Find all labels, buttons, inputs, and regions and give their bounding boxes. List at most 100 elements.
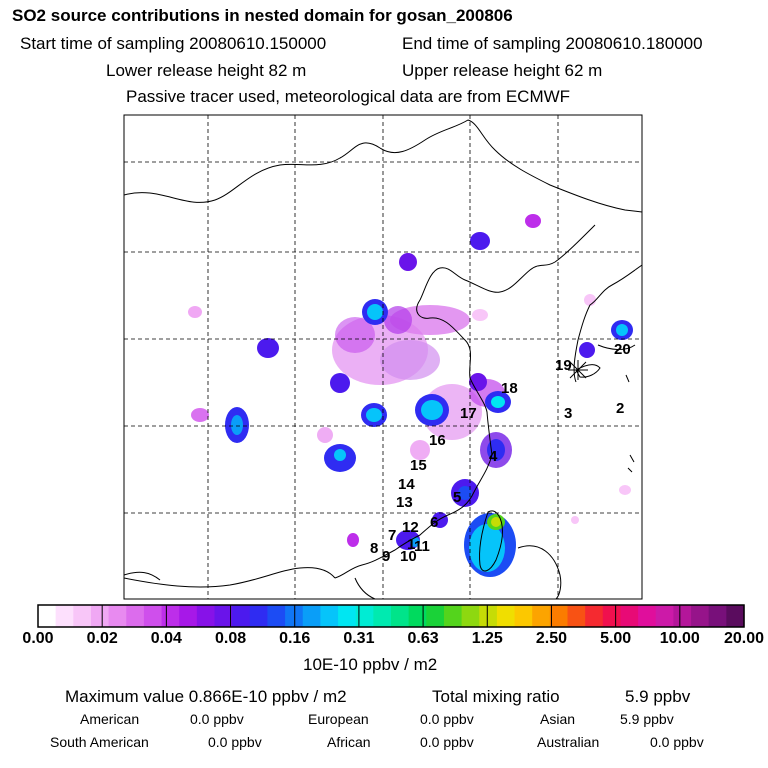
lower-release-height: Lower release height 82 m — [106, 61, 307, 80]
colorbar-cell — [38, 605, 57, 627]
point-label: 8 — [370, 540, 378, 557]
page-title: SO2 source contributions in nested domai… — [12, 6, 513, 25]
colorbar-cell — [479, 605, 498, 627]
colorbar-cell — [726, 605, 745, 627]
colorbar-cell — [320, 605, 339, 627]
point-label: 3 — [564, 405, 572, 422]
map-panel: 1 2 3 4 5 6 7 8 9 10 11 12 13 14 15 16 1… — [123, 114, 643, 600]
total-mixing-label: Total mixing ratio — [432, 687, 560, 706]
point-label: 4 — [489, 448, 498, 465]
colorbar-cell — [602, 605, 622, 627]
colorbar-tick-label: 0.63 — [407, 630, 439, 647]
colorbar-unit: 10E-10 ppbv / m2 — [303, 655, 438, 674]
colorbar-cell — [108, 605, 127, 627]
african-label: African — [327, 734, 371, 750]
colorbar-cell — [214, 605, 233, 627]
colorbar-cell — [55, 605, 74, 627]
point-label: 12 — [402, 519, 419, 536]
colorbar-cell — [285, 605, 304, 627]
colorbar-tick-label: 1.25 — [471, 630, 503, 647]
asian-label: Asian — [540, 711, 576, 727]
receptor-marker — [568, 360, 588, 380]
colorbar-cell — [708, 605, 727, 627]
point-label: 18 — [501, 380, 518, 397]
african-value: 0.0 ppbv — [420, 734, 474, 750]
colorbar-cell — [267, 605, 286, 627]
colorbar-cell — [232, 605, 251, 627]
colorbar-cell — [196, 605, 216, 627]
colorbar-cell — [585, 605, 604, 627]
point-label: 15 — [410, 457, 427, 474]
colorbar-tick-label: 0.16 — [279, 630, 311, 647]
american-label: American — [80, 711, 140, 727]
colorbar-cell — [549, 605, 569, 627]
tracer-note: Passive tracer used, meteorological data… — [126, 87, 571, 106]
point-label: 13 — [396, 494, 413, 511]
colorbar-cell — [673, 605, 692, 627]
colorbar-cell — [249, 605, 269, 627]
colorbar-cell — [391, 605, 410, 627]
colorbar-tick-label: 0.04 — [150, 630, 182, 647]
colorbar-cell — [373, 605, 392, 627]
colorbar-cell — [638, 605, 657, 627]
colorbar-cell — [426, 605, 445, 627]
point-label: 19 — [555, 357, 572, 374]
total-mixing-value: 5.9 ppbv — [625, 687, 691, 706]
colorbar-cell — [179, 605, 198, 627]
colorbar-cell — [514, 605, 533, 627]
concentration-field — [188, 214, 633, 577]
colorbar-cell — [73, 605, 92, 627]
colorbar-cell — [620, 605, 639, 627]
colorbar-tick-label: 10.00 — [659, 630, 700, 647]
colorbar-cell — [302, 605, 321, 627]
colorbar-tick-label: 20.00 — [723, 630, 765, 647]
point-label: 20 — [614, 341, 631, 358]
south-american-value: 0.0 ppbv — [208, 734, 262, 750]
point-label: 5 — [453, 489, 461, 506]
point-label: 14 — [398, 476, 415, 493]
colorbar — [37, 604, 745, 628]
point-label: 11 — [414, 538, 430, 555]
european-label: European — [308, 711, 369, 727]
colorbar-cell — [496, 605, 516, 627]
lat-lon-grid — [124, 115, 642, 599]
european-value: 0.0 ppbv — [420, 711, 474, 727]
point-label: 9 — [382, 548, 390, 565]
point-label: 7 — [388, 527, 396, 544]
colorbar-tick-label: 0.08 — [214, 630, 247, 647]
colorbar-tick-label: 0.00 — [22, 630, 54, 647]
point-label: 17 — [460, 405, 477, 422]
point-label: 1 — [407, 536, 415, 553]
point-label: 6 — [430, 514, 438, 531]
point-label: 16 — [429, 432, 446, 449]
colorbar-cell — [338, 605, 357, 627]
colorbar-tick-label: 0.31 — [343, 630, 375, 647]
colorbar-cell — [126, 605, 145, 627]
end-time: End time of sampling 20080610.180000 — [402, 34, 703, 53]
start-time: Start time of sampling 20080610.150000 — [20, 34, 327, 53]
colorbar-tick-label: 0.02 — [86, 630, 118, 647]
south-american-label: South American — [50, 734, 149, 750]
colorbar-cell — [567, 605, 586, 627]
colorbar-tick-label: 5.00 — [600, 630, 632, 647]
colorbar-cell — [655, 605, 674, 627]
point-label: 10 — [400, 548, 417, 565]
colorbar-cell — [161, 605, 180, 627]
colorbar-cell — [408, 605, 427, 627]
australian-value: 0.0 ppbv — [650, 734, 704, 750]
point-labels: 1 2 3 4 5 6 7 8 9 10 11 12 13 14 15 16 1… — [370, 341, 631, 565]
colorbar-cell — [443, 605, 463, 627]
colorbar-cell — [691, 605, 710, 627]
australian-label: Australian — [537, 734, 600, 750]
colorbar-tick-label: 2.50 — [535, 630, 568, 647]
colorbar-cell — [143, 605, 163, 627]
point-label: 2 — [616, 400, 624, 417]
upper-release-height: Upper release height 62 m — [402, 61, 603, 80]
colorbar-cell — [532, 605, 551, 627]
colorbar-cell — [355, 605, 374, 627]
american-value: 0.0 ppbv — [190, 711, 244, 727]
asian-value: 5.9 ppbv — [620, 711, 674, 727]
maximum-value: Maximum value 0.866E-10 ppbv / m2 — [65, 687, 347, 706]
colorbar-cell — [90, 605, 110, 627]
colorbar-cell — [461, 605, 480, 627]
